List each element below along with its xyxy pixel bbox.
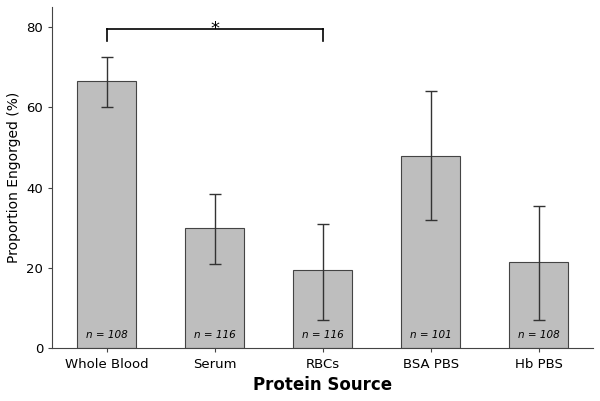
- Text: *: *: [210, 20, 219, 38]
- Text: n = 116: n = 116: [302, 330, 344, 340]
- Bar: [509, 262, 568, 348]
- Bar: [401, 156, 460, 348]
- Y-axis label: Proportion Engorged (%): Proportion Engorged (%): [7, 92, 21, 263]
- Bar: [185, 228, 244, 348]
- Bar: [293, 270, 352, 348]
- Text: n = 108: n = 108: [518, 330, 560, 340]
- Text: n = 116: n = 116: [194, 330, 236, 340]
- Text: n = 101: n = 101: [410, 330, 452, 340]
- X-axis label: Protein Source: Protein Source: [253, 376, 392, 394]
- Bar: [77, 81, 136, 348]
- Text: n = 108: n = 108: [86, 330, 128, 340]
